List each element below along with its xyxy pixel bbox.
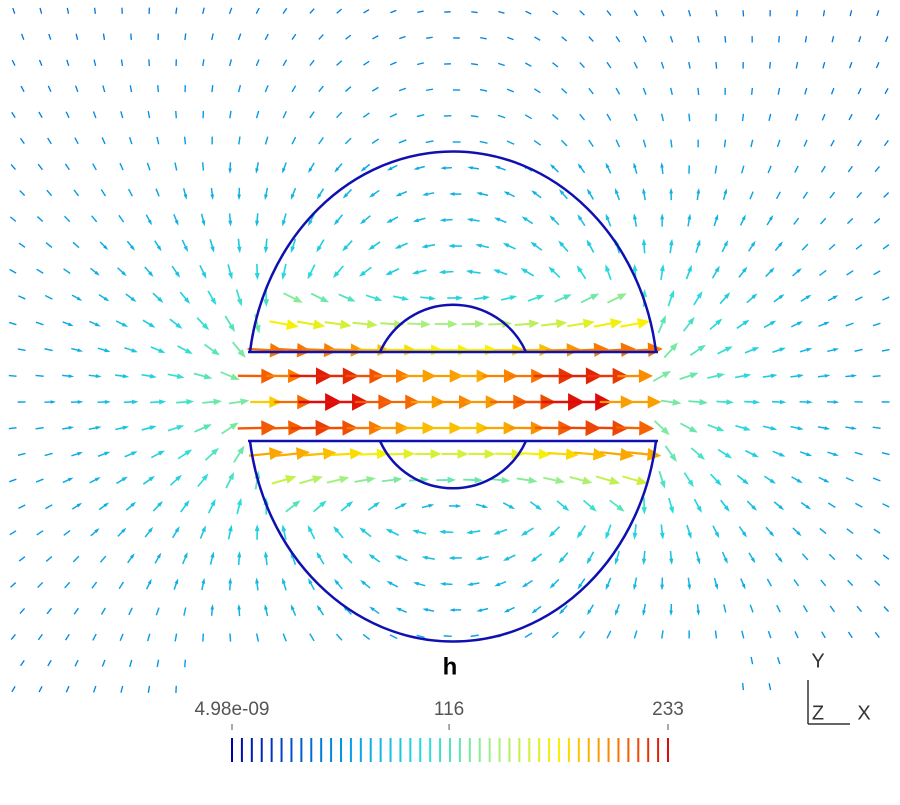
arrow-shaft (716, 62, 717, 69)
arrow-shaft (725, 36, 726, 42)
arrow-shaft (95, 8, 96, 14)
arrow-shaft (742, 114, 743, 121)
arrow-shaft (752, 88, 753, 95)
arrow-shaft (743, 10, 744, 16)
colorbar-tick-label: 4.98e-09 (194, 699, 269, 720)
arrow-shaft (158, 85, 159, 92)
colorbar-tick-label: 116 (434, 699, 464, 720)
arrow-shaft (715, 631, 716, 639)
arrow-shaft (185, 660, 186, 667)
arrow-shaft (698, 88, 699, 95)
arrow-shaft (471, 64, 478, 65)
triad-label: X (857, 702, 870, 724)
arrow-shaft (185, 33, 186, 39)
arrow-shaft (779, 36, 780, 42)
arrow-shaft (212, 85, 213, 92)
field-title: h (443, 653, 458, 680)
arrow-shaft (176, 111, 177, 118)
arrow-shaft (743, 683, 744, 690)
arrow-shaft (176, 8, 177, 14)
triad-label: Z (812, 702, 824, 724)
triad-label: Y (811, 650, 824, 672)
arrow-shaft (36, 375, 44, 376)
colorbar-tick-label: 233 (652, 699, 684, 720)
arrow-shaft (203, 162, 204, 170)
arrow-shaft (873, 376, 881, 377)
arrow-shaft (230, 633, 231, 641)
arrow-shaft (797, 10, 798, 16)
arrow-shaft (471, 12, 477, 13)
arrow-shaft (185, 137, 186, 145)
arrow-shaft (689, 114, 690, 121)
arrow-shaft (671, 140, 672, 148)
arrow-shaft (9, 376, 17, 377)
arrow-shaft (724, 140, 725, 148)
arrow-shaft (770, 62, 771, 69)
